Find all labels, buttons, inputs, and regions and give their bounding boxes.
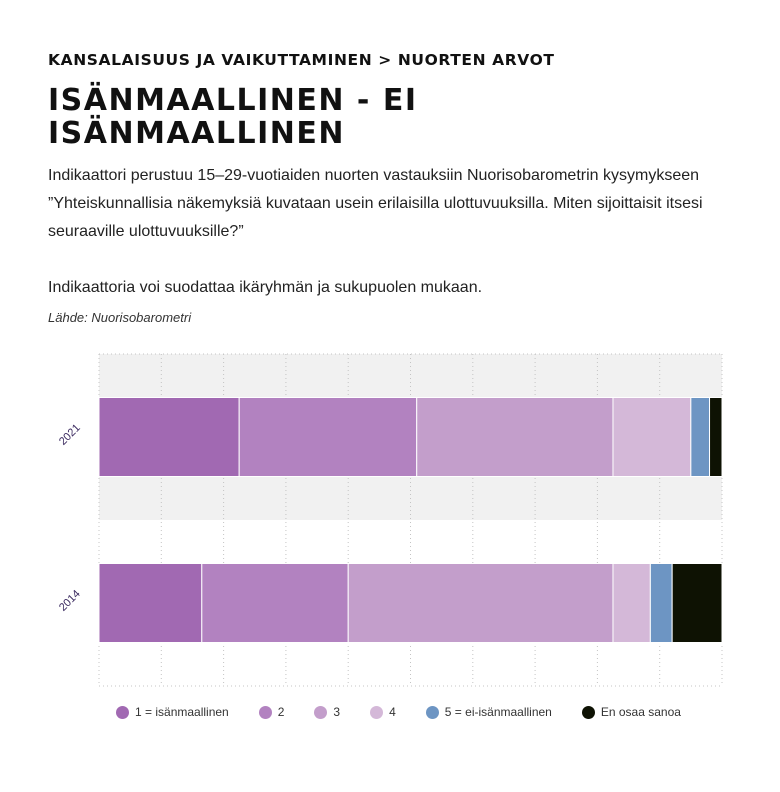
legend-marker — [370, 705, 384, 719]
legend-label: En osaa sanoa — [600, 705, 681, 719]
legend-label: 3 — [333, 705, 341, 719]
stacked-bar-chart: 2021 2014 — [57, 353, 723, 687]
bar-segment-2014-1 — [98, 563, 203, 643]
legend-marker — [258, 705, 272, 719]
legend-label: 2 — [277, 705, 285, 719]
legend-marker — [314, 705, 328, 719]
chart-legend: 1 = isänmaallinen 2 3 4 5 = ei-isänmaallinen… — [116, 705, 711, 719]
page-title: ISÄNMAALLINEN - EI ISÄNMAALLINEN — [48, 83, 418, 151]
bar-segment-2021-4 — [612, 397, 692, 477]
bar-segment-2014-6 — [671, 563, 723, 643]
bar-segment-2021-6 — [709, 397, 723, 477]
indicator-description: Indikaattori perustuu 15–29-vuotiaiden n… — [48, 167, 703, 240]
legend-item[interactable]: 3 — [314, 705, 340, 719]
y-tick-label-2014: 2014 — [57, 588, 83, 614]
legend-marker — [581, 705, 595, 719]
bar-segment-2014-2 — [201, 563, 349, 643]
bar-segment-2014-4 — [612, 563, 651, 643]
legend-marker — [425, 705, 439, 719]
source-note: Lähde: Nuorisobarometri — [48, 310, 192, 325]
legend-label: 4 — [389, 705, 396, 719]
legend-item[interactable]: 5 = ei-isänmaallinen — [425, 705, 552, 719]
legend-label: 5 = ei-isänmaallinen — [444, 705, 552, 719]
bar-segment-2021-1 — [98, 397, 240, 477]
legend-label: 1 = isänmaallinen — [135, 705, 229, 719]
bar-segment-2014-5 — [649, 563, 673, 643]
legend-item[interactable]: 4 — [370, 705, 396, 719]
bar-segment-2021-3 — [416, 397, 614, 477]
bar-segment-2021-5 — [690, 397, 711, 477]
y-tick-label-2021: 2021 — [57, 422, 83, 448]
bar-segment-2014-3 — [347, 563, 614, 643]
legend-item[interactable]: 2 — [258, 705, 285, 719]
legend-item[interactable]: 1 = isänmaallinen — [116, 705, 229, 719]
filter-note: Indikaattoria voi suodattaa ikäryhmän ja… — [48, 279, 483, 296]
breadcrumb: KANSALAISUUS JA VAIKUTTAMINEN > NUORTEN … — [48, 51, 555, 69]
legend-item[interactable]: En osaa sanoa — [581, 705, 681, 719]
bar-segment-2021-2 — [238, 397, 418, 477]
legend-marker — [116, 705, 129, 719]
